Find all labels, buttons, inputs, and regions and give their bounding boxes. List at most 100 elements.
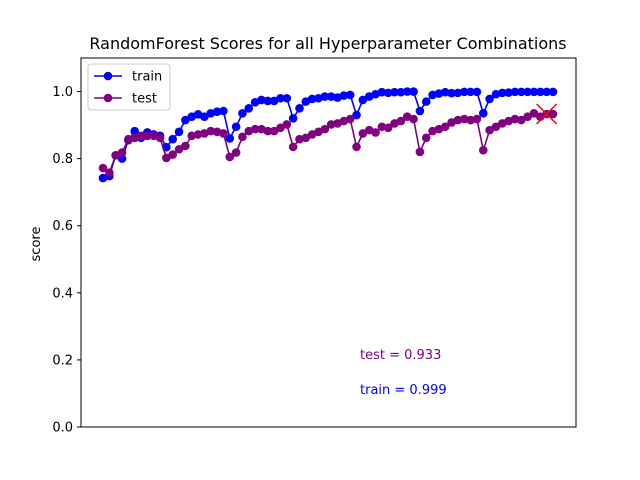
series-train [98, 87, 558, 183]
data-point-test [225, 152, 235, 162]
data-point-test [282, 120, 292, 129]
data-point-train [409, 87, 418, 96]
legend-item-test: test [94, 92, 157, 107]
data-point-test [105, 168, 114, 178]
data-point-train [453, 88, 463, 98]
data-point-test [181, 141, 190, 151]
data-point-test [396, 116, 406, 126]
data-point-test [472, 114, 482, 124]
data-point-test [320, 124, 330, 134]
data-point-train [383, 88, 393, 98]
data-point-train [263, 96, 273, 106]
data-point-train [504, 88, 513, 97]
data-point-train [130, 126, 139, 136]
data-point-test [478, 145, 488, 155]
y-axis-ticks: 0.0 0.2 0.4 0.6 0.8 1.0 [52, 85, 81, 436]
data-point-train [257, 95, 266, 105]
y-tick-label: 0.4 [52, 286, 73, 301]
annotation-text: test = 0.933 [360, 348, 441, 363]
data-point-train [396, 87, 406, 97]
data-point-train [497, 88, 507, 98]
data-point-test [326, 120, 336, 129]
data-point-test [548, 109, 558, 119]
data-point-test [238, 132, 247, 142]
data-point-test [529, 109, 539, 118]
data-point-train [548, 87, 558, 97]
data-point-test [453, 115, 463, 125]
data-point-test [117, 148, 127, 157]
best-score-marker-layer [536, 103, 558, 125]
data-point-train [288, 114, 298, 123]
legend-marker [103, 93, 113, 103]
data-point-test [415, 147, 425, 157]
data-point-test [174, 144, 184, 154]
data-point-train [282, 93, 292, 103]
x-marker-stroke [536, 103, 558, 125]
data-point-test [383, 123, 393, 133]
data-point-test [485, 125, 494, 135]
data-point-test [466, 115, 475, 125]
data-point-train [345, 90, 355, 100]
data-point-train [447, 88, 456, 98]
data-point-test [263, 126, 273, 136]
data-point-train [510, 87, 520, 97]
y-tick-label: 0.8 [52, 152, 73, 167]
data-point-test [136, 131, 146, 141]
legend-item-train: train [94, 70, 162, 85]
data-point-train [276, 93, 285, 103]
data-point-train [390, 87, 399, 97]
data-point-test [409, 114, 418, 124]
data-point-train [542, 87, 551, 97]
data-point-train [440, 87, 450, 97]
data-point-train [459, 87, 469, 97]
data-point-train [517, 87, 526, 97]
data-point-test [421, 133, 431, 143]
data-point-train [231, 122, 241, 132]
data-point-test [193, 130, 203, 139]
data-point-test [517, 115, 526, 125]
data-point-test [440, 122, 450, 132]
data-point-train [295, 104, 304, 113]
data-point-test [301, 133, 311, 143]
data-point-train [326, 92, 336, 101]
data-point-train [244, 104, 254, 113]
data-point-test [168, 150, 178, 159]
data-point-train [352, 110, 361, 120]
data-point-train [225, 134, 235, 143]
legend-label: train [132, 70, 162, 85]
data-point-train [529, 87, 539, 97]
data-point-test [206, 126, 216, 136]
data-point-test [523, 112, 532, 122]
annotation-text: train = 0.999 [360, 383, 447, 398]
data-point-train [320, 92, 330, 101]
data-point-test [162, 153, 171, 163]
data-point-test [219, 129, 228, 138]
data-point-test [459, 114, 469, 124]
data-point-test [352, 142, 361, 152]
data-point-train [377, 87, 387, 97]
data-point-train [415, 106, 425, 116]
data-point-test [371, 128, 380, 137]
data-point-train [339, 91, 349, 100]
data-point-test [98, 163, 108, 173]
data-point-test [155, 133, 165, 143]
chart-title: RandomForest Scores for all Hyperparamet… [89, 34, 566, 53]
data-point-test [288, 142, 298, 152]
data-point-train [181, 115, 190, 125]
data-point-test [510, 114, 520, 124]
data-point-train [307, 94, 317, 104]
legend-marker [103, 71, 113, 81]
data-point-train [238, 109, 247, 118]
annotation-layer: test = 0.933 train = 0.999 [360, 348, 447, 398]
data-point-test [250, 124, 260, 134]
data-point-train [421, 97, 431, 106]
data-point-test [276, 123, 285, 133]
legend: train test [87, 63, 171, 111]
data-point-test [231, 148, 241, 157]
data-point-train [117, 154, 127, 163]
data-point-train [212, 107, 222, 116]
data-point-test [377, 122, 387, 132]
data-point-train [466, 87, 475, 97]
data-point-train [174, 127, 184, 137]
